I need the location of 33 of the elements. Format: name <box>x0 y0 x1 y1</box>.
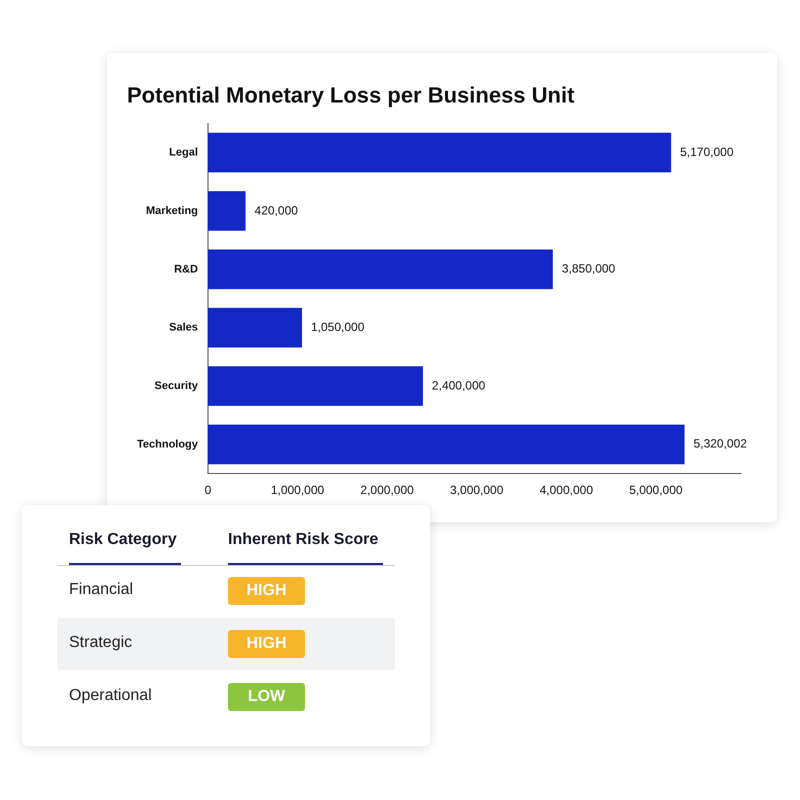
category-label: Strategic <box>69 634 132 651</box>
text: Inherent Risk Score <box>228 531 378 549</box>
bar <box>208 249 553 290</box>
x-tick-label: 2,000,000 <box>360 483 414 498</box>
category-label: Operational <box>69 687 152 704</box>
x-tick-label: 0 <box>204 483 212 498</box>
x-tick-label: 3,000,000 <box>450 483 504 498</box>
y-tick-label: Security <box>154 380 199 392</box>
chart-title: Potential Monetary Loss per Business Unit <box>127 82 576 108</box>
x-tick-label: 1,000,000 <box>270 483 325 498</box>
data-label: 3,850,000 <box>562 262 616 276</box>
category-label: HIGH <box>228 577 305 605</box>
bar <box>208 132 672 172</box>
bar <box>208 424 685 464</box>
y-tick-label: Sales <box>169 322 198 334</box>
category-label: LOW <box>228 683 305 711</box>
data-label: 1,050,000 <box>310 320 365 334</box>
data-label: 2,400,000 <box>432 378 486 392</box>
y-tick-label: R&D <box>174 263 198 276</box>
x-tick-label: 4,000,000 <box>540 483 594 498</box>
data-label: 5,320,002 <box>694 436 748 451</box>
category-label: HIGH <box>228 630 305 658</box>
text: Risk Category <box>69 531 177 549</box>
x-tick-label: 5,000,000 <box>629 483 683 498</box>
bar <box>208 191 246 231</box>
data-label: 5,170,000 <box>680 144 734 159</box>
y-tick-label: Technology <box>136 438 199 450</box>
bar <box>208 366 423 406</box>
category-label: Financial <box>69 581 134 598</box>
bar <box>208 308 302 348</box>
y-tick-label: Marketing <box>146 204 198 217</box>
y-tick-label: Legal <box>169 146 198 159</box>
data-label: 420,000 <box>254 203 298 218</box>
